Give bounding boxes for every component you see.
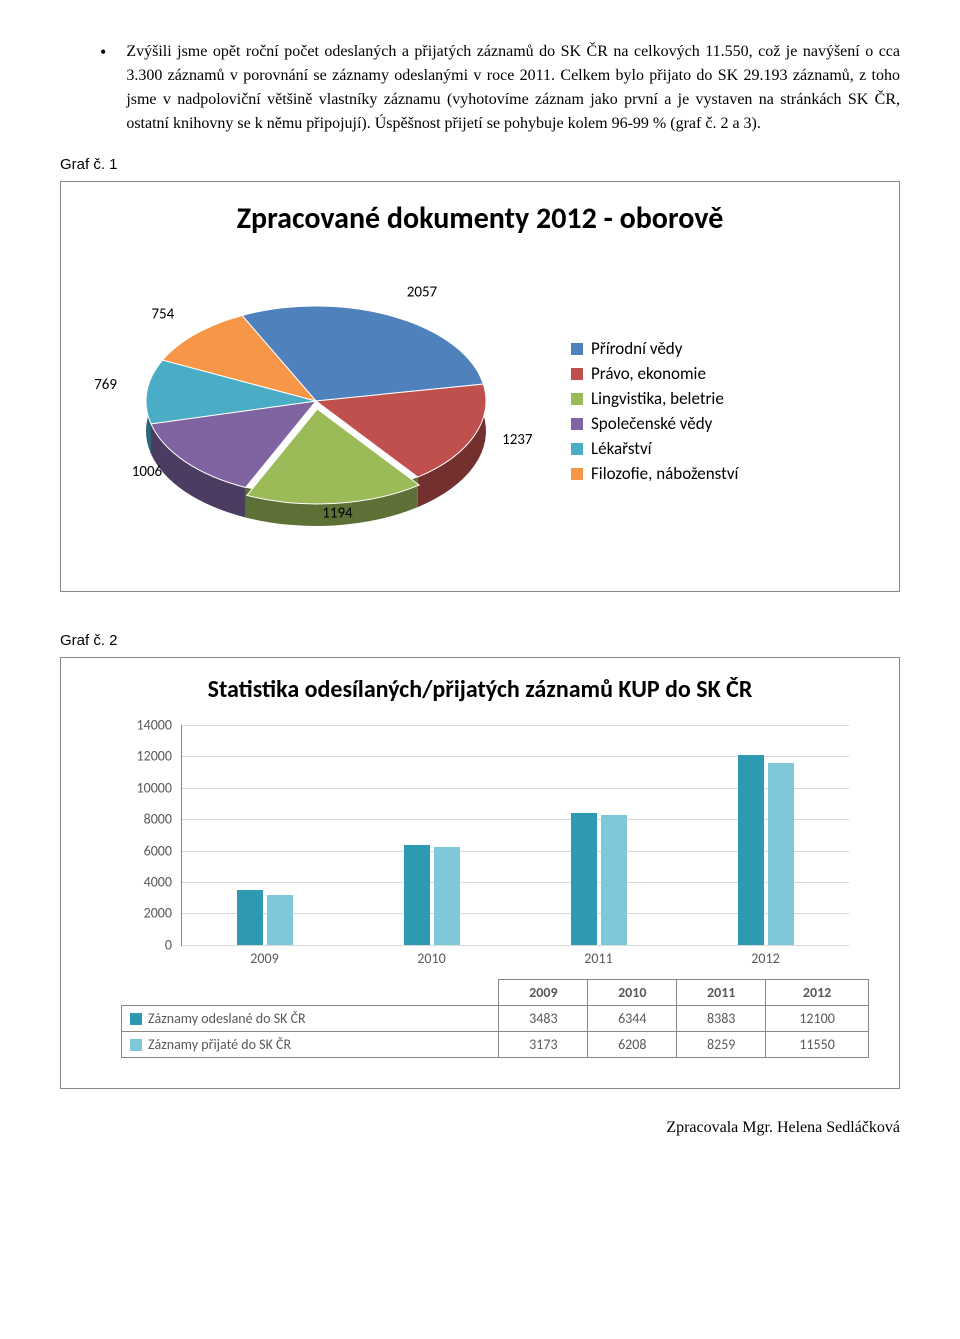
bar xyxy=(571,813,597,945)
table-col-header: 2011 xyxy=(677,979,766,1005)
bar-x-tick: 2011 xyxy=(515,946,682,967)
bar-x-tick: 2009 xyxy=(181,946,348,967)
legend-item: Společenské vědy xyxy=(571,413,738,434)
bar-data-table: 2009201020112012 Záznamy odeslané do SK Č… xyxy=(121,979,869,1058)
pie-chart-box: Zpracované dokumenty 2012 - oborově 2057… xyxy=(60,181,900,592)
bar-x-tick: 2012 xyxy=(682,946,849,967)
table-col-header: 2010 xyxy=(588,979,677,1005)
bar-y-tick: 6000 xyxy=(122,842,172,859)
pie-slice-value: 2057 xyxy=(407,284,438,302)
pie-slice-value: 1194 xyxy=(322,504,353,522)
table-cell: 6344 xyxy=(588,1005,677,1031)
table-cell: 12100 xyxy=(766,1005,869,1031)
pie-chart: 2057 1237 1194 1006 769 754 xyxy=(81,261,551,561)
table-col-header: 2009 xyxy=(499,979,588,1005)
graf1-heading: Graf č. 1 xyxy=(60,156,900,173)
bar-y-tick: 2000 xyxy=(122,905,172,922)
legend-item: Lékařství xyxy=(571,438,738,459)
bullet-text: Zvýšili jsme opět roční počet odeslaných… xyxy=(126,40,900,136)
pie-chart-title: Zpracované dokumenty 2012 - oborově xyxy=(81,200,879,237)
legend-swatch xyxy=(571,418,583,430)
pie-legend: Přírodní vědy Právo, ekonomie Lingvistik… xyxy=(571,334,738,488)
bar-chart: 02000400060008000100001200014000 xyxy=(181,725,849,946)
legend-swatch xyxy=(571,343,583,355)
bar-y-tick: 10000 xyxy=(122,779,172,796)
bullet-marker: • xyxy=(100,40,106,136)
pie-slice-value: 1237 xyxy=(502,431,533,449)
legend-swatch xyxy=(571,368,583,380)
table-series-label: Záznamy odeslané do SK ČR xyxy=(122,1005,499,1031)
bar xyxy=(768,763,794,945)
table-series-label: Záznamy přijaté do SK ČR xyxy=(122,1031,499,1057)
table-cell: 3173 xyxy=(499,1031,588,1057)
bar xyxy=(434,847,460,945)
legend-swatch xyxy=(571,468,583,480)
bar xyxy=(237,890,263,945)
legend-label: Právo, ekonomie xyxy=(591,363,706,384)
pie-slice-value: 1006 xyxy=(132,463,163,481)
table-cell: 6208 xyxy=(588,1031,677,1057)
bar xyxy=(601,815,627,945)
bar xyxy=(404,845,430,945)
legend-label: Lingvistika, beletrie xyxy=(591,388,724,409)
bar-y-tick: 0 xyxy=(122,936,172,953)
bar xyxy=(267,895,293,945)
footer-author: Zpracovala Mgr. Helena Sedláčková xyxy=(60,1119,900,1137)
legend-label: Společenské vědy xyxy=(591,413,712,434)
graf2-heading: Graf č. 2 xyxy=(60,632,900,649)
bar-x-labels: 2009201020112012 xyxy=(181,946,849,967)
bar-x-tick: 2010 xyxy=(348,946,515,967)
legend-label: Přírodní vědy xyxy=(591,338,682,359)
legend-item: Právo, ekonomie xyxy=(571,363,738,384)
legend-item: Filozofie, náboženství xyxy=(571,463,738,484)
legend-label: Filozofie, náboženství xyxy=(591,463,738,484)
table-col-header: 2012 xyxy=(766,979,869,1005)
bar-y-tick: 8000 xyxy=(122,811,172,828)
legend-label: Lékařství xyxy=(591,438,652,459)
pie-slice-value: 754 xyxy=(151,305,174,323)
bar xyxy=(738,755,764,945)
bar-y-tick: 12000 xyxy=(122,748,172,765)
pie-slice-value: 769 xyxy=(94,376,117,394)
table-cell: 3483 xyxy=(499,1005,588,1031)
table-cell: 11550 xyxy=(766,1031,869,1057)
table-cell: 8259 xyxy=(677,1031,766,1057)
table-cell: 8383 xyxy=(677,1005,766,1031)
bar-chart-box: Statistika odesílaných/přijatých záznamů… xyxy=(60,657,900,1089)
bar-chart-title: Statistika odesílaných/přijatých záznamů… xyxy=(81,676,879,705)
bullet-item: • Zvýšili jsme opět roční počet odeslaný… xyxy=(100,40,900,136)
bar-y-tick: 4000 xyxy=(122,873,172,890)
bar-y-tick: 14000 xyxy=(122,716,172,733)
legend-swatch xyxy=(571,443,583,455)
legend-swatch xyxy=(571,393,583,405)
legend-item: Lingvistika, beletrie xyxy=(571,388,738,409)
legend-item: Přírodní vědy xyxy=(571,338,738,359)
